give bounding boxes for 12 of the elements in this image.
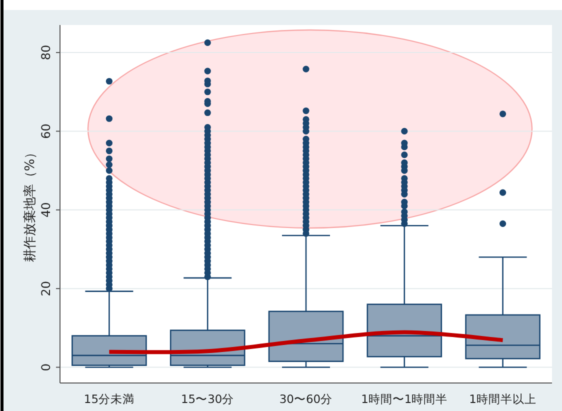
x-tick-label: 30〜60分 — [279, 392, 333, 406]
x-tick-label: 15〜30分 — [180, 392, 234, 406]
y-tick-label: 80 — [39, 44, 53, 60]
line-series — [107, 330, 505, 354]
y-tick-label: 60 — [39, 124, 53, 139]
y-axis-title: 耕作放棄地率（%） — [22, 146, 38, 262]
x-tick-label: 1時間〜1時間半 — [361, 392, 448, 406]
y-tick-label: 0 — [39, 363, 53, 372]
y-tick-label: 20 — [39, 280, 53, 296]
x-tick-label: 1時間半以上 — [469, 392, 536, 406]
y-tick-label: 40 — [39, 202, 53, 218]
x-tick-label: 15分未満 — [84, 392, 135, 406]
